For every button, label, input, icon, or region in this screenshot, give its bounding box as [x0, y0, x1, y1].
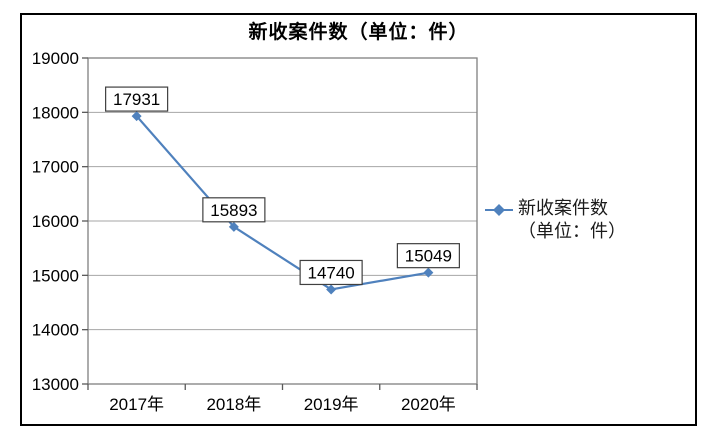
data-label-box: [299, 259, 363, 286]
y-axis-tick-label: 13000: [32, 375, 79, 394]
data-point-marker: [228, 221, 239, 232]
y-axis-tick-label: 17000: [32, 158, 79, 177]
data-point-marker: [423, 267, 434, 278]
data-label-box: [105, 86, 169, 112]
y-axis-tick-label: 16000: [32, 212, 79, 231]
x-axis-tick-label: 2018年: [206, 395, 261, 414]
data-label-box: [396, 243, 460, 269]
y-axis-tick-label: 14000: [32, 321, 79, 340]
y-axis-tick-label: 18000: [32, 103, 79, 122]
legend-label-line2: （单位：件）: [518, 221, 626, 241]
data-label: 17931: [113, 90, 160, 109]
y-axis-tick-label: 19000: [32, 49, 79, 68]
legend: 新收案件数 （单位：件）: [483, 197, 626, 243]
legend-label-line1: 新收案件数: [518, 198, 608, 218]
data-point-marker: [131, 111, 142, 122]
data-label: 15893: [210, 201, 257, 220]
legend-line-marker-icon: [485, 204, 513, 216]
x-axis-tick-label: 2019年: [304, 395, 359, 414]
series-line: [135, 115, 429, 291]
y-axis-tick-label: 15000: [32, 266, 79, 285]
x-axis-tick-label: 2017年: [109, 395, 164, 414]
chart-outer-border: [20, 13, 697, 426]
x-axis-tick-label: 2020年: [401, 395, 456, 414]
chart-title: 新收案件数（单位：件）: [248, 22, 469, 43]
data-label-box: [202, 197, 266, 223]
data-point-marker: [326, 284, 337, 295]
data-label: 15049: [405, 247, 452, 266]
data-label: 14740: [307, 263, 354, 282]
